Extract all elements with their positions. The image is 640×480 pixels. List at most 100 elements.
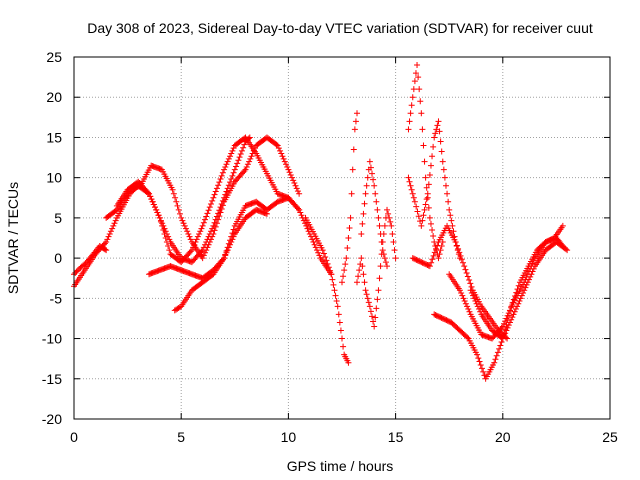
data-point-marker bbox=[466, 308, 473, 315]
data-point-marker bbox=[504, 324, 511, 331]
data-point-marker bbox=[529, 268, 536, 275]
data-point-marker bbox=[199, 222, 206, 229]
data-point-marker bbox=[418, 222, 425, 229]
data-point-marker bbox=[205, 207, 212, 214]
data-point-marker bbox=[227, 241, 234, 248]
data-point-marker bbox=[281, 158, 288, 165]
series-15 bbox=[446, 235, 566, 342]
data-point-marker bbox=[186, 233, 193, 240]
data-point-marker bbox=[473, 300, 480, 307]
data-point-marker bbox=[386, 214, 393, 221]
data-point-marker bbox=[341, 267, 348, 274]
data-point-marker bbox=[517, 295, 524, 302]
data-point-marker bbox=[499, 335, 506, 342]
data-point-marker bbox=[191, 241, 198, 248]
data-point-marker bbox=[342, 261, 349, 268]
data-point-marker bbox=[217, 176, 224, 183]
data-point-marker bbox=[290, 177, 297, 184]
data-point-marker bbox=[293, 185, 300, 192]
data-point-marker bbox=[104, 236, 111, 243]
data-point-marker bbox=[380, 251, 387, 258]
series-9 bbox=[354, 206, 399, 330]
data-point-marker bbox=[302, 220, 309, 227]
data-point-marker bbox=[362, 190, 369, 197]
data-point-marker bbox=[456, 249, 463, 256]
data-point-marker bbox=[516, 298, 523, 305]
data-point-marker bbox=[464, 303, 471, 310]
data-point-marker bbox=[174, 202, 181, 209]
data-point-marker bbox=[337, 327, 344, 334]
data-points bbox=[71, 62, 571, 382]
data-point-marker bbox=[344, 245, 351, 252]
data-point-marker bbox=[388, 222, 395, 229]
data-point-marker bbox=[412, 70, 419, 77]
data-point-marker bbox=[463, 270, 470, 277]
data-point-marker bbox=[389, 230, 396, 237]
data-point-marker bbox=[206, 239, 213, 246]
data-point-marker bbox=[515, 300, 522, 307]
data-point-marker bbox=[199, 255, 206, 262]
data-point-marker bbox=[221, 255, 228, 262]
data-point-marker bbox=[382, 259, 389, 266]
data-point-marker bbox=[225, 155, 232, 162]
data-point-marker bbox=[212, 223, 219, 230]
data-point-marker bbox=[518, 292, 525, 299]
data-point-marker bbox=[378, 239, 385, 246]
data-point-marker bbox=[335, 311, 342, 318]
data-point-marker bbox=[438, 148, 445, 155]
data-point-marker bbox=[297, 209, 304, 216]
data-point-marker bbox=[288, 174, 295, 181]
data-point-marker bbox=[153, 206, 160, 213]
data-point-marker bbox=[230, 233, 237, 240]
data-point-marker bbox=[406, 178, 413, 185]
data-point-marker bbox=[102, 246, 109, 253]
data-point-marker bbox=[292, 182, 299, 189]
data-point-marker bbox=[274, 142, 281, 149]
data-point-marker bbox=[105, 233, 112, 240]
data-point-marker bbox=[430, 143, 437, 150]
data-point-marker bbox=[247, 155, 254, 162]
series-7 bbox=[302, 214, 352, 366]
data-point-marker bbox=[385, 210, 392, 217]
data-point-marker bbox=[423, 196, 430, 203]
data-point-marker bbox=[222, 252, 229, 259]
x-tick-label: 10 bbox=[281, 429, 297, 445]
data-point-marker bbox=[415, 74, 422, 81]
data-point-marker bbox=[354, 110, 361, 117]
data-point-marker bbox=[367, 164, 374, 171]
data-point-marker bbox=[408, 102, 415, 109]
data-point-marker bbox=[420, 142, 427, 149]
data-point-marker bbox=[445, 198, 452, 205]
data-point-marker bbox=[345, 235, 352, 241]
data-point-marker bbox=[521, 287, 528, 294]
data-point-marker bbox=[506, 319, 513, 326]
data-point-marker bbox=[407, 182, 414, 189]
y-tick-label: 20 bbox=[46, 89, 62, 105]
data-point-marker bbox=[155, 212, 162, 219]
data-point-marker bbox=[350, 146, 357, 153]
data-point-marker bbox=[231, 166, 238, 173]
data-point-marker bbox=[211, 227, 218, 234]
data-point-marker bbox=[460, 295, 467, 302]
data-point-marker bbox=[474, 351, 481, 358]
data-point-marker bbox=[427, 220, 434, 227]
data-point-marker bbox=[435, 118, 442, 125]
data-point-marker bbox=[74, 267, 81, 274]
data-point-marker bbox=[441, 174, 448, 181]
data-point-marker bbox=[426, 263, 433, 270]
data-point-marker bbox=[111, 220, 118, 227]
y-axis-label: SDTVAR / TECUs bbox=[5, 182, 21, 294]
data-point-marker bbox=[193, 236, 200, 243]
data-point-marker bbox=[413, 203, 420, 210]
data-point-marker bbox=[184, 228, 191, 235]
data-point-marker bbox=[430, 232, 437, 239]
data-point-marker bbox=[150, 201, 157, 208]
y-tick-label: 10 bbox=[46, 170, 62, 186]
data-point-marker bbox=[103, 239, 110, 246]
data-point-marker bbox=[275, 145, 282, 152]
data-point-marker bbox=[416, 86, 423, 93]
data-point-marker bbox=[196, 230, 203, 237]
data-point-marker bbox=[366, 158, 373, 165]
data-point-marker bbox=[411, 78, 418, 85]
data-point-marker bbox=[229, 147, 236, 154]
